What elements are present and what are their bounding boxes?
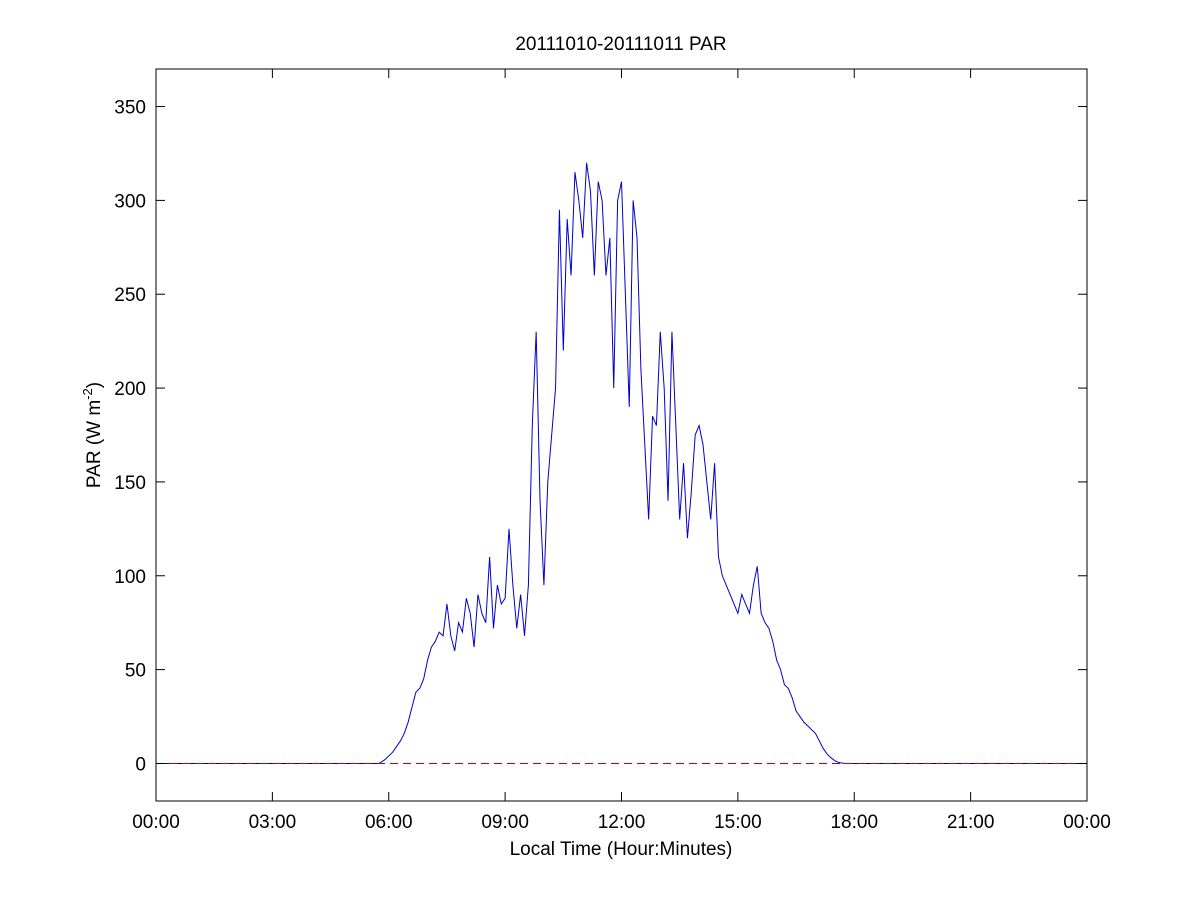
- x-axis-title: Local Time (Hour:Minutes): [510, 839, 733, 860]
- x-tick-label: 00:00: [132, 812, 180, 833]
- plot-area-background: [156, 69, 1087, 801]
- x-tick-label: 09:00: [481, 812, 529, 833]
- x-tick-label: 12:00: [598, 812, 646, 833]
- plot-frame: [155, 68, 1088, 802]
- y-axis-title-superscript: -2: [80, 388, 95, 400]
- ticks-layer: 00:00 03:00 06:00 09:00 12:00 15:00 18:00 21:00…: [114, 69, 1111, 833]
- x-tick-label: 06:00: [365, 812, 413, 833]
- chart-title: 20111010-20111011 PAR: [515, 34, 726, 55]
- y-axis-title-prefix: PAR (W m: [84, 400, 105, 488]
- y-tick-label: 50: [125, 661, 146, 682]
- y-tick-label: 100: [114, 567, 146, 588]
- y-tick-label: 350: [114, 98, 146, 119]
- y-axis-title: PAR (W m-2): [80, 382, 105, 488]
- y-tick-label: 300: [114, 191, 146, 212]
- series-line-par: [156, 162, 1087, 764]
- x-tick-label: 15:00: [714, 812, 762, 833]
- x-tick-label: 03:00: [249, 812, 297, 833]
- y-tick-label: 200: [114, 379, 146, 400]
- x-tick-label: 21:00: [947, 812, 995, 833]
- x-tick-label: 00:00: [1063, 812, 1111, 833]
- y-tick-label: 150: [114, 473, 146, 494]
- x-tick-label: 18:00: [830, 812, 878, 833]
- series-layer: [156, 162, 1087, 764]
- y-tick-label: 0: [135, 754, 146, 775]
- y-axis-title-suffix: ): [84, 382, 105, 388]
- y-tick-label: 250: [114, 285, 146, 306]
